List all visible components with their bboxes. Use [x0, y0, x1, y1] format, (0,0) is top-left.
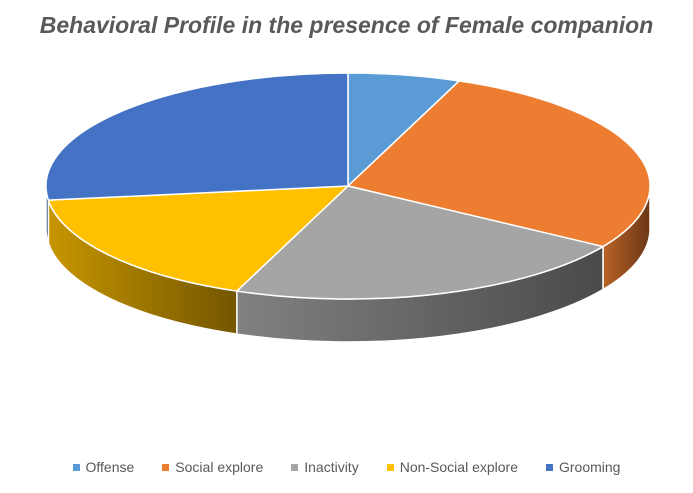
legend-swatch-non-social-explore	[386, 463, 394, 471]
legend-swatch-grooming	[546, 463, 553, 471]
legend-label-non-social-explore: Non-Social explore	[399, 459, 518, 475]
legend-label-grooming: Grooming	[559, 459, 621, 475]
pie-slice-social-explore	[347, 80, 651, 248]
legend-item-social-explore: Social explore	[162, 459, 263, 475]
pie-top-faces	[45, 72, 651, 300]
legend-label-social-explore: Social explore	[175, 459, 264, 475]
legend-item-non-social-explore: Non-Social explore	[386, 459, 518, 475]
chart-legend: Offense Social explore Inactivity Non-Socia…	[0, 459, 693, 475]
legend-item-offense: Offense	[72, 459, 135, 475]
legend-label-offense: Offense	[85, 459, 135, 475]
legend-swatch-inactivity	[291, 463, 299, 471]
legend-item-grooming: Grooming	[546, 459, 620, 475]
pie-slice-inactivity	[236, 185, 604, 300]
legend-swatch-social-explore	[162, 463, 170, 471]
pie-slice-grooming	[45, 72, 349, 201]
legend-item-inactivity: Inactivity	[291, 459, 359, 475]
pie-slice-non-social-explore	[47, 185, 349, 292]
chart-title: Behavioral Profile in the presence of Fe…	[39, 12, 654, 38]
legend-label-inactivity: Inactivity	[304, 459, 359, 475]
legend-swatch-offense	[72, 463, 80, 471]
